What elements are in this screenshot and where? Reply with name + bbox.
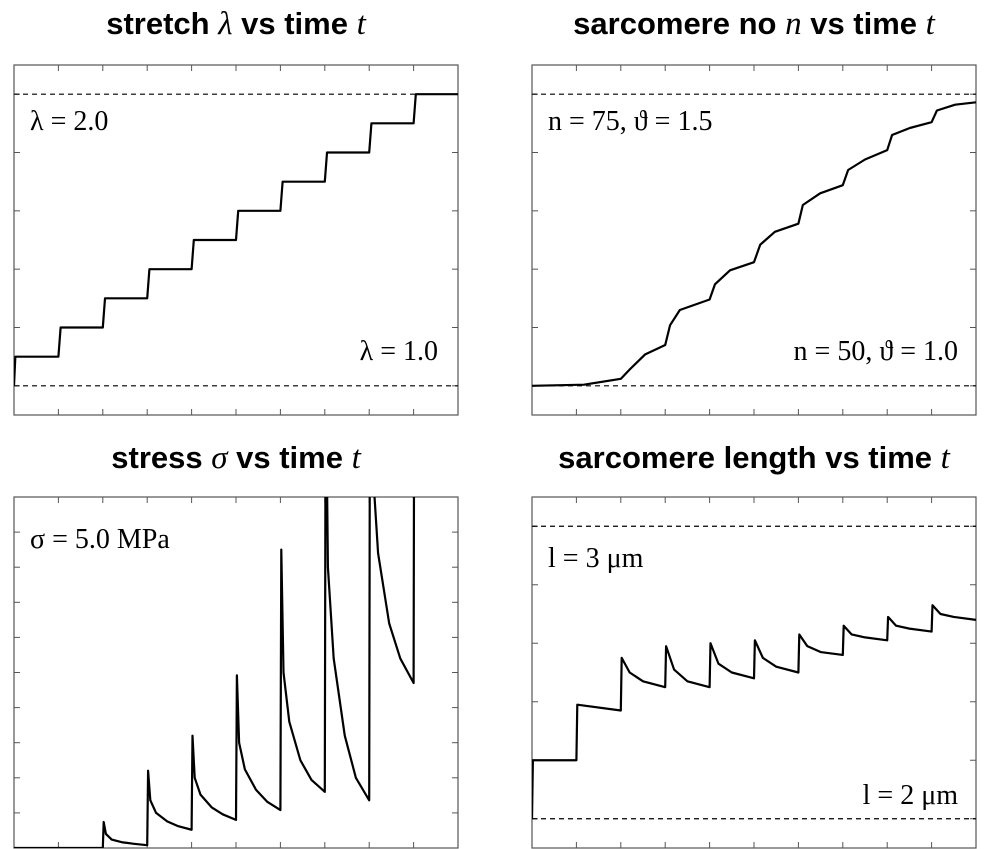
annotation: λ = 1.0 [360,336,438,367]
title-part: t [357,6,367,42]
annotation: l = 3 μm [548,543,644,574]
annotation: n = 50, ϑ = 1.0 [794,336,958,367]
title-part: n [785,6,802,42]
panel: stress σ vs time t σ = 5.0 MPa [13,440,459,849]
title-part: stress [111,440,211,475]
annotation: l = 2 μm [863,780,959,811]
data-line [14,93,458,386]
annotation: n = 75, ϑ = 1.5 [548,106,712,137]
data-line [532,604,976,819]
title-part: vs time [802,6,926,41]
panel-title: sarcomere no n vs time t [573,6,936,42]
annotation: σ = 5.0 MPa [30,524,170,555]
title-part: t [926,6,936,42]
data-line [532,101,976,387]
title-part: vs time [233,6,357,41]
panel-title: sarcomere length vs time t [558,440,951,476]
title-part: stretch [106,6,218,41]
panel: sarcomere no n vs time t n = 75, ϑ = 1.5 n… [531,6,977,416]
panel-title: stress σ vs time t [111,440,361,476]
panel: sarcomere length vs time t l = 3 μm l = 2 … [531,440,977,849]
title-part: sarcomere length vs time [558,440,941,475]
panel-title: stretch λ vs time t [106,6,366,42]
title-part: λ [217,6,232,42]
data-line [14,497,416,848]
panel: stretch λ vs time t λ = 2.0 λ = 1.0 [13,6,459,416]
title-part: t [352,440,362,476]
title-part: t [941,440,951,476]
title-part: sarcomere no [573,6,785,41]
annotation: λ = 2.0 [30,106,108,137]
title-part: σ [211,440,229,476]
title-part: vs time [228,440,352,475]
